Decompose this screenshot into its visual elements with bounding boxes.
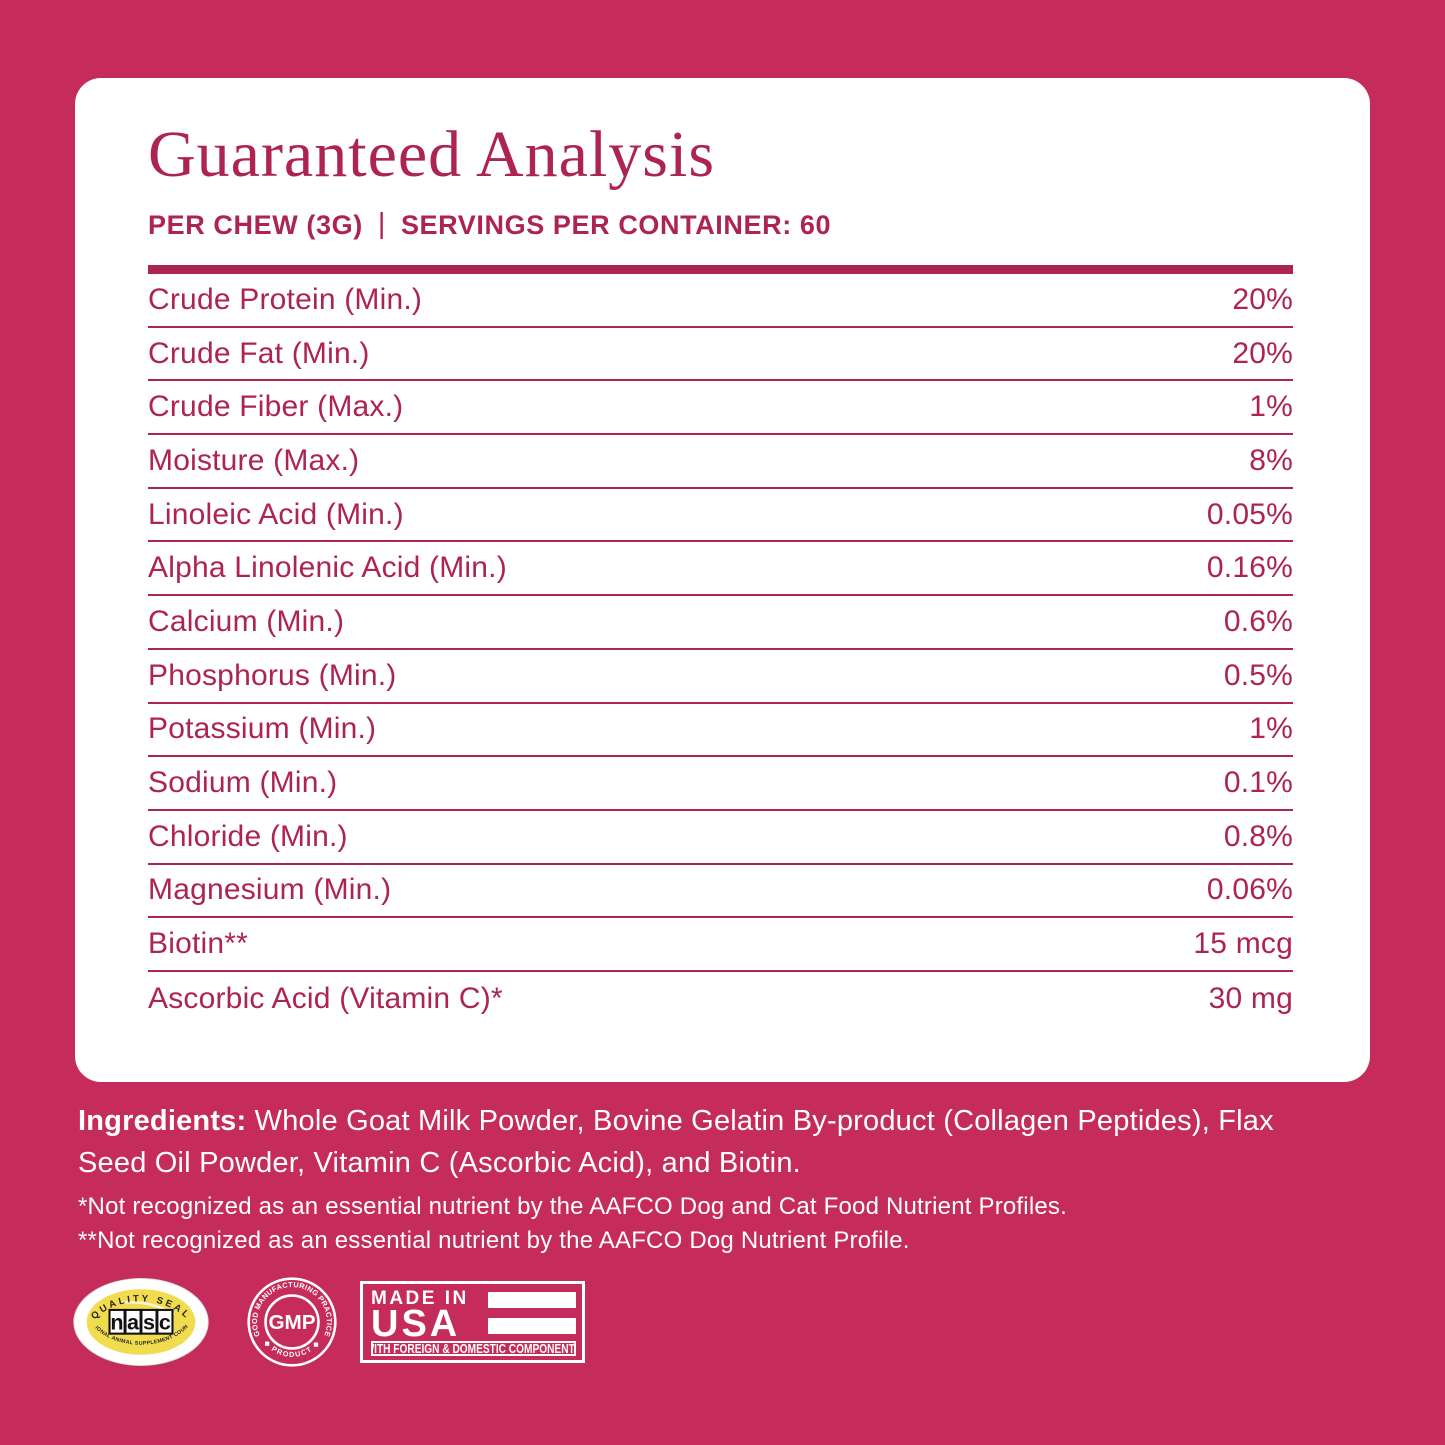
nutrient-label: Magnesium (Min.) [148, 873, 392, 907]
nutrient-label: Phosphorus (Min.) [148, 658, 397, 692]
table-row: Moisture (Max.) 8% [148, 435, 1293, 489]
nutrient-value: 1% [1249, 390, 1293, 424]
gmp-badge-icon: GOOD MANUFACTURING PRACTICE ◆ PRODUCT ◆ … [247, 1277, 337, 1367]
footnotes: *Not recognized as an essential nutrient… [78, 1190, 1358, 1258]
table-row: Phosphorus (Min.) 0.5% [148, 650, 1293, 704]
nutrient-label: Linoleic Acid (Min.) [148, 497, 404, 531]
serving-info-line: PER CHEW (3G) | SERVINGS PER CONTAINER: … [148, 208, 1293, 242]
analysis-table: Crude Protein (Min.) 20% Crude Fat (Min.… [148, 274, 1293, 1026]
nutrient-value: 15 mcg [1193, 927, 1293, 961]
nutrient-label: Potassium (Min.) [148, 712, 377, 746]
table-row: Alpha Linolenic Acid (Min.) 0.16% [148, 542, 1293, 597]
serving-size-text: PER CHEW (3G) [148, 210, 363, 240]
gmp-center-text: GMP [268, 1311, 315, 1334]
table-row: Sodium (Min.) 0.1% [148, 757, 1293, 811]
footnote-double-asterisk: **Not recognized as an essential nutrien… [78, 1227, 910, 1254]
subtitle-divider: | [377, 208, 386, 240]
nutrient-value: 8% [1249, 443, 1293, 477]
certification-badges: QUALITY SEAL n a s c NATIONAL ANIMAL SUP… [72, 1276, 585, 1368]
page-title: Guaranteed Analysis [148, 118, 716, 191]
nutrient-value: 20% [1232, 336, 1293, 370]
nutrient-value: 0.1% [1223, 766, 1293, 800]
nutrient-label: Ascorbic Acid (Vitamin C)* [148, 981, 503, 1015]
nutrient-value: 0.6% [1223, 604, 1293, 638]
usa-components-text: WITH FOREIGN & DOMESTIC COMPONENTS [371, 1341, 576, 1356]
header-rule [148, 265, 1293, 274]
nutrient-label: Crude Fat (Min.) [148, 336, 370, 370]
table-row: Crude Fiber (Max.) 1% [148, 381, 1293, 436]
nutrient-value: 0.16% [1206, 551, 1293, 585]
nasc-letter: n [110, 1309, 123, 1334]
guaranteed-analysis-card: Guaranteed Analysis PER CHEW (3G) | SERV… [75, 78, 1370, 1082]
nutrient-value: 1% [1249, 712, 1293, 746]
nasc-letter: s [143, 1309, 155, 1334]
nutrient-label: Crude Fiber (Max.) [148, 390, 404, 424]
usa-components-strip: WITH FOREIGN & DOMESTIC COMPONENTS [371, 1341, 576, 1356]
table-row: Ascorbic Acid (Vitamin C)* 30 mg [148, 972, 1293, 1026]
ingredients-paragraph: Ingredients: Whole Goat Milk Powder, Bov… [78, 1100, 1328, 1184]
nutrient-label: Chloride (Min.) [148, 819, 348, 853]
usa-badge-top: MADE IN USA [371, 1288, 576, 1345]
nutrient-value: 20% [1232, 282, 1293, 316]
servings-per-container-text: SERVINGS PER CONTAINER: 60 [400, 210, 832, 240]
nasc-logo-letters: n a s c [108, 1308, 174, 1335]
nutrient-value: 0.8% [1223, 819, 1293, 853]
flag-stripe [488, 1318, 576, 1334]
table-row: Calcium (Min.) 0.6% [148, 596, 1293, 650]
table-row: Linoleic Acid (Min.) 0.05% [148, 489, 1293, 543]
nutrient-value: 0.06% [1206, 873, 1293, 907]
nutrient-label: Crude Protein (Min.) [148, 282, 423, 316]
ingredients-heading: Ingredients: [78, 1105, 247, 1137]
nutrient-label: Biotin** [148, 927, 248, 961]
nutrient-label: Alpha Linolenic Acid (Min.) [148, 551, 507, 585]
flag-stripe [488, 1292, 576, 1308]
table-row: Crude Protein (Min.) 20% [148, 274, 1293, 328]
nasc-letter: a [127, 1309, 140, 1334]
footnote-single-asterisk: *Not recognized as an essential nutrient… [78, 1193, 1067, 1220]
usa-text: USA [371, 1303, 461, 1345]
nasc-letter: c [159, 1309, 171, 1334]
flag-stripes-icon [488, 1289, 576, 1341]
nutrient-label: Calcium (Min.) [148, 604, 345, 638]
table-row: Magnesium (Min.) 0.06% [148, 865, 1293, 919]
nutrient-label: Sodium (Min.) [148, 766, 338, 800]
nutrient-value: 0.5% [1223, 658, 1293, 692]
usa-badge-words: MADE IN USA [371, 1288, 469, 1345]
nasc-quality-seal-icon: QUALITY SEAL n a s c NATIONAL ANIMAL SUP… [72, 1277, 209, 1366]
nutrient-value: 0.05% [1206, 497, 1293, 531]
ingredients-text: Whole Goat Milk Powder, Bovine Gelatin B… [78, 1105, 1274, 1179]
table-row: Crude Fat (Min.) 20% [148, 328, 1293, 382]
nutrient-value: 30 mg [1208, 981, 1293, 1015]
nutrient-label: Moisture (Max.) [148, 443, 360, 477]
table-row: Biotin** 15 mcg [148, 918, 1293, 972]
made-in-usa-badge: MADE IN USA WITH FOREIGN & DOMESTIC COMP… [360, 1281, 585, 1363]
table-row: Potassium (Min.) 1% [148, 704, 1293, 758]
table-row: Chloride (Min.) 0.8% [148, 811, 1293, 865]
made-in-text: MADE IN [371, 1288, 469, 1309]
